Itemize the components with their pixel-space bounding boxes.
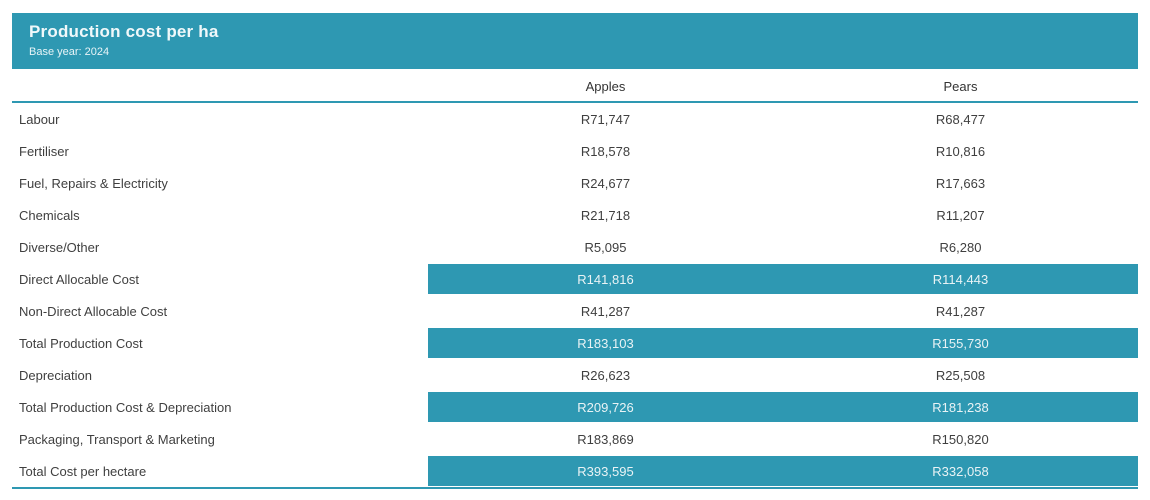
row-label: Fertiliser (19, 143, 69, 159)
row-label: Total Production Cost & Depreciation (19, 399, 232, 415)
table-row-total-production-cost[interactable]: Total Production Cost R183,103 R155,730 (12, 327, 1138, 359)
column-headers-row: Apples Pears (12, 71, 1138, 103)
table-row-packaging-transport-marketing[interactable]: Packaging, Transport & Marketing R183,86… (12, 423, 1138, 455)
pears-value: R6,280 (939, 239, 982, 255)
apples-value: R71,747 (580, 111, 631, 127)
apples-value: R41,287 (580, 303, 631, 319)
highlight-bar: R209,726 R181,238 (428, 392, 1138, 422)
table-row-chemicals[interactable]: Chemicals R21,718 R11,207 (12, 199, 1138, 231)
apples-value: R183,103 (577, 335, 634, 351)
table-row-depreciation[interactable]: Depreciation R26,623 R25,508 (12, 359, 1138, 391)
row-label: Chemicals (19, 207, 80, 223)
pears-value: R68,477 (935, 111, 986, 127)
apples-value: R393,595 (577, 463, 634, 479)
highlight-bar: R183,103 R155,730 (428, 328, 1138, 358)
apples-value: R183,869 (577, 431, 634, 447)
row-label: Non-Direct Allocable Cost (19, 303, 168, 319)
pears-value: R150,820 (932, 431, 989, 447)
pears-value: R332,058 (932, 463, 989, 479)
page-title: Production cost per ha (29, 22, 219, 41)
table-row-non-direct-allocable-cost[interactable]: Non-Direct Allocable Cost R41,287 R41,28… (12, 295, 1138, 327)
row-label: Fuel, Repairs & Electricity (19, 175, 168, 191)
base-year-subtitle: Base year: 2024 (29, 46, 110, 58)
row-label: Depreciation (19, 367, 92, 383)
pears-value: R11,207 (936, 207, 985, 223)
production-cost-table: Apples Pears Labour R71,747 R68,477 Fert… (12, 71, 1138, 489)
apples-value: R21,718 (580, 207, 631, 223)
pears-value: R25,508 (935, 367, 986, 383)
pears-value: R10,816 (935, 143, 986, 159)
pears-value: R114,443 (932, 271, 989, 287)
table-row-labour[interactable]: Labour R71,747 R68,477 (12, 103, 1138, 135)
row-label: Labour (19, 111, 60, 127)
apples-value: R209,726 (577, 399, 634, 415)
row-label: Total Cost per hectare (19, 463, 147, 479)
table-row-diverse-other[interactable]: Diverse/Other R5,095 R6,280 (12, 231, 1138, 263)
column-header-pears: Pears (943, 78, 978, 94)
table-row-direct-allocable-cost[interactable]: Direct Allocable Cost R141,816 R114,443 (12, 263, 1138, 295)
highlight-bar: R393,595 R332,058 (428, 456, 1138, 486)
table-row-fuel-repairs-electricity[interactable]: Fuel, Repairs & Electricity R24,677 R17,… (12, 167, 1138, 199)
table-row-fertiliser[interactable]: Fertiliser R18,578 R10,816 (12, 135, 1138, 167)
row-label: Total Production Cost (19, 335, 143, 351)
pears-value: R17,663 (935, 175, 986, 191)
row-label: Diverse/Other (19, 239, 100, 255)
report-header-banner: Production cost per ha Base year: 2024 (12, 13, 1138, 69)
pears-value: R41,287 (935, 303, 986, 319)
apples-value: R18,578 (580, 143, 631, 159)
column-header-apples: Apples (585, 78, 626, 94)
row-label: Packaging, Transport & Marketing (19, 431, 215, 447)
apples-value: R5,095 (584, 239, 627, 255)
pears-value: R181,238 (932, 399, 989, 415)
table-row-total-production-cost-depreciation[interactable]: Total Production Cost & Depreciation R20… (12, 391, 1138, 423)
apples-value: R24,677 (580, 175, 631, 191)
highlight-bar: R141,816 R114,443 (428, 264, 1138, 294)
row-label: Direct Allocable Cost (19, 271, 139, 287)
pears-value: R155,730 (932, 335, 989, 351)
apples-value: R26,623 (580, 367, 631, 383)
apples-value: R141,816 (577, 271, 634, 287)
table-row-total-cost-per-hectare[interactable]: Total Cost per hectare R393,595 R332,058 (12, 455, 1138, 487)
